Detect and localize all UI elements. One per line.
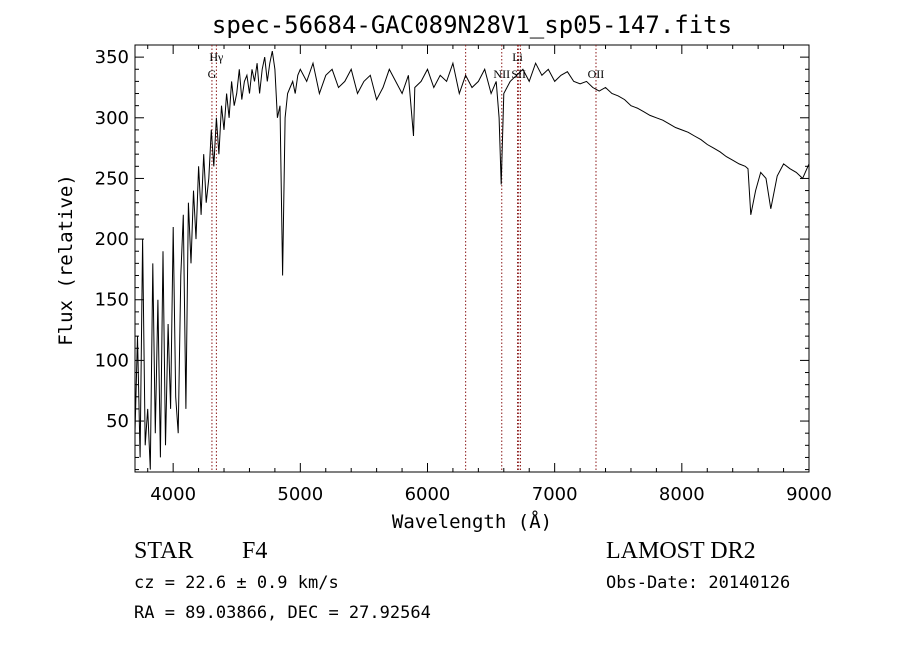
y-tick-label: 350 [95, 47, 129, 68]
y-tick-label: 250 [95, 168, 129, 189]
y-tick-label: 150 [95, 290, 129, 311]
reference-lines [211, 45, 597, 472]
x-axis: 4000 5000 6000 7000 8000 9000 [147, 45, 832, 505]
chart-title: spec-56684-GAC089N28V1_sp05-147.fits [212, 11, 732, 39]
spectrum-series-line [134, 50, 810, 470]
x-tick-label: 5000 [277, 484, 323, 505]
class-label: STAR [134, 538, 194, 564]
y-axis-label: Flux (relative) [55, 174, 77, 346]
y-tick-label: 200 [95, 229, 129, 250]
obs-date-text: Obs-Date: 20140126 [606, 573, 791, 593]
reference-line-label: OII [588, 67, 605, 81]
reference-line-label: SII [511, 67, 526, 81]
y-tick-label: 100 [95, 350, 129, 371]
y-axis: 50 100 150 200 250 300 350 [95, 47, 809, 471]
subclass-label: F4 [242, 538, 268, 564]
reference-line-label: Hγ [209, 50, 224, 64]
x-tick-label: 9000 [786, 484, 832, 505]
survey-label: LAMOST DR2 [606, 538, 756, 564]
reference-line-label: NII [493, 67, 510, 81]
y-tick-label: 300 [95, 108, 129, 129]
reference-line-label: G [208, 67, 217, 81]
coords-text: RA = 89.03866, DEC = 27.92564 [134, 603, 431, 623]
y-tick-label: 50 [106, 411, 129, 432]
x-axis-label: Wavelength (Å) [392, 510, 552, 533]
x-tick-label: 7000 [532, 484, 578, 505]
plot-area [134, 44, 810, 473]
x-tick-label: 8000 [659, 484, 705, 505]
x-tick-label: 4000 [150, 484, 196, 505]
reference-line-label: Li [512, 50, 523, 64]
x-tick-label: 6000 [405, 484, 451, 505]
cz-text: cz = 22.6 ± 0.9 km/s [134, 573, 339, 593]
